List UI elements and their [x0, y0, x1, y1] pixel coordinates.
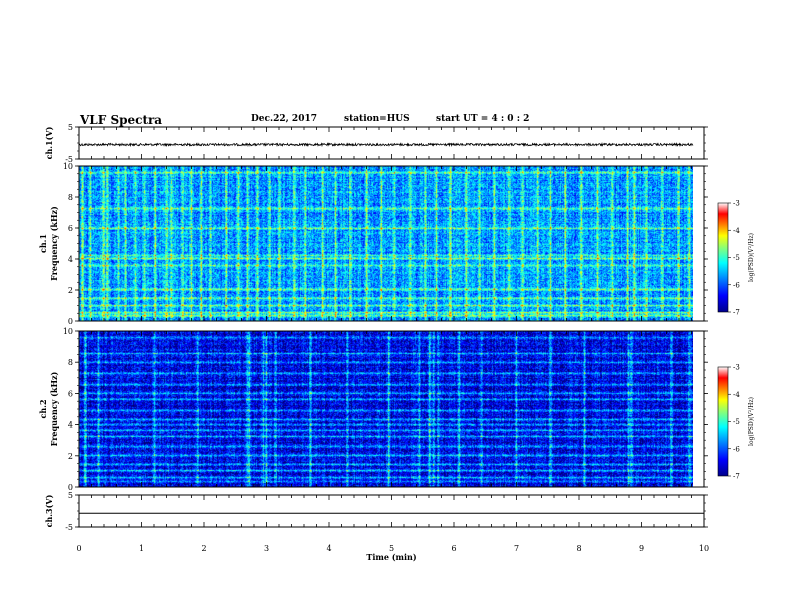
ch3-waveform-ylabel: ch.3(V): [44, 494, 54, 527]
x-tick-label: 5: [389, 544, 394, 553]
x-tick-label: 4: [326, 544, 331, 553]
ch2-spectrogram-colorbar-label: log(PSD)(V²/Hz): [748, 397, 755, 446]
y-tick-label: 4: [68, 255, 73, 264]
x-tick-label: 7: [514, 544, 519, 553]
y-tick-label: 0: [68, 317, 73, 326]
colorbar-tick-label: -4: [733, 391, 740, 399]
ch2-spectrogram-image: [79, 331, 693, 487]
colorbar-tick-label: -5: [733, 254, 740, 262]
y-tick-label: 5: [68, 491, 73, 500]
y-tick-label: 0: [68, 483, 73, 492]
ch1-spectrogram-image: [79, 166, 693, 321]
figure-title: VLF Spectra: [80, 113, 163, 127]
ch1-spectrogram-ylabel: Frequency (kHz): [49, 206, 59, 281]
station-label: station=HUS: [344, 114, 410, 124]
ch1-spectrogram-channel-label: ch.1: [38, 234, 48, 253]
y-tick-label: 6: [68, 389, 73, 398]
ch1-waveform-ylabel: ch.1(V): [44, 126, 54, 159]
colorbar-tick-label: -6: [733, 281, 740, 289]
colorbar-tick-label: -4: [733, 227, 740, 235]
ch1-waveform-trace: [78, 141, 694, 148]
colorbar-tick-label: -7: [733, 309, 740, 317]
x-tick-label: 0: [76, 544, 81, 553]
y-tick-label: 10: [63, 162, 73, 171]
ch2-spectrogram-colorbar: [717, 366, 729, 477]
date-label: Dec.22, 2017: [251, 114, 317, 124]
colorbar-tick-label: -5: [733, 418, 740, 426]
ch1-spectrogram-colorbar-label: log(PSD)(V²/Hz): [748, 233, 755, 282]
y-tick-label: 8: [68, 193, 73, 202]
colorbar-tick-label: -3: [733, 200, 740, 208]
ch2-spectrogram-channel-label: ch.2: [38, 399, 48, 418]
colorbar-tick-label: -6: [733, 445, 740, 453]
x-axis-label: Time (min): [366, 552, 416, 562]
x-tick-label: 8: [576, 544, 581, 553]
colorbar-tick-label: -7: [733, 473, 740, 481]
y-tick-label: -5: [65, 523, 73, 532]
x-tick-label: 9: [639, 544, 644, 553]
y-tick-label: 10: [63, 327, 73, 336]
ch1-spectrogram-colorbar: [717, 202, 729, 313]
y-tick-label: 2: [68, 286, 73, 295]
x-tick-label: 6: [451, 544, 456, 553]
colorbar-tick-label: -3: [733, 364, 740, 372]
y-tick-label: 2: [68, 452, 73, 461]
y-tick-label: -5: [65, 155, 73, 164]
y-tick-label: 8: [68, 358, 73, 367]
x-tick-label: 2: [201, 544, 206, 553]
ch2-spectrogram-ylabel: Frequency (kHz): [49, 371, 59, 446]
y-tick-label: 5: [68, 123, 73, 132]
x-tick-label: 3: [264, 544, 269, 553]
y-tick-label: 4: [68, 421, 73, 430]
x-tick-label: 10: [699, 544, 709, 553]
x-tick-label: 1: [139, 544, 144, 553]
start-time-label: start UT = 4 : 0 : 2: [436, 114, 530, 124]
y-tick-label: 6: [68, 224, 73, 233]
